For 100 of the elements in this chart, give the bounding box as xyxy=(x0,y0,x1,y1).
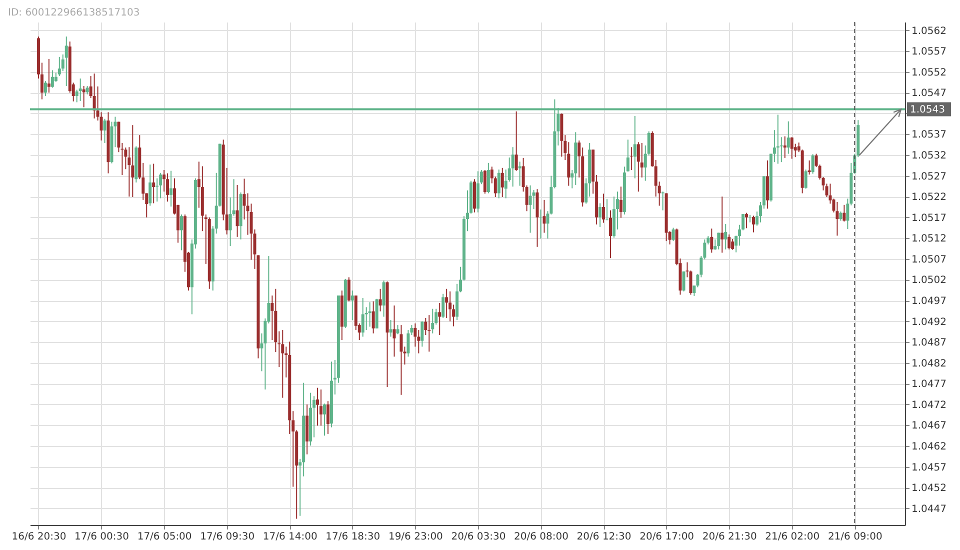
candlestick xyxy=(180,214,183,251)
y-tick-label: 1.0557 xyxy=(912,46,946,58)
x-tick-label: 20/6 17:00 xyxy=(640,532,694,542)
candlestick xyxy=(748,214,752,223)
y-tick-label: 1.0482 xyxy=(912,358,946,370)
candlestick xyxy=(672,227,675,242)
candlestick xyxy=(420,320,424,348)
candlestick xyxy=(396,324,400,335)
candlestick xyxy=(710,228,714,254)
candlestick xyxy=(350,290,354,321)
candlestick xyxy=(322,403,326,436)
candlestick xyxy=(842,204,846,222)
candlestick xyxy=(152,163,156,204)
candlestick xyxy=(839,211,842,222)
candlestick xyxy=(497,169,500,199)
y-tick-label: 1.0497 xyxy=(912,296,946,308)
candlestick xyxy=(361,298,364,338)
y-tick-label: 1.0467 xyxy=(912,420,946,432)
y-tick-label: 1.0517 xyxy=(912,212,946,224)
candlestick xyxy=(389,320,392,338)
candlestick xyxy=(486,162,490,194)
candlestick xyxy=(836,202,839,236)
candlestick xyxy=(528,184,532,234)
candlestick xyxy=(281,330,284,398)
candlestick xyxy=(636,142,640,192)
candlestick xyxy=(790,136,794,160)
candlestick xyxy=(745,212,748,229)
y-tick-label: 1.0527 xyxy=(912,171,946,182)
candlestick xyxy=(47,58,50,94)
candlestick xyxy=(103,118,106,144)
candlestick xyxy=(431,308,434,334)
candlestick xyxy=(804,169,808,190)
y-tick-label: 1.0522 xyxy=(912,192,946,204)
candlestick xyxy=(811,154,814,174)
y-tick-label: 1.0472 xyxy=(912,400,946,411)
candlestick xyxy=(786,120,790,154)
x-tick-label: 20/6 12:30 xyxy=(576,532,632,542)
x-tick-label: 20/6 21:30 xyxy=(702,532,757,542)
candlestick xyxy=(236,184,239,238)
candlestick xyxy=(606,198,609,221)
y-tick-label: 1.0562 xyxy=(912,26,946,37)
y-tick-label: 1.0532 xyxy=(912,150,946,162)
candlestick xyxy=(64,36,68,87)
candlestick xyxy=(372,300,375,334)
candlestick xyxy=(148,164,152,206)
y-tick-label: 1.0447 xyxy=(912,504,946,515)
candlestick xyxy=(378,288,382,312)
candlestick xyxy=(609,210,612,259)
candlestick xyxy=(82,86,86,108)
candlestick xyxy=(438,302,442,336)
candlestick xyxy=(78,78,82,102)
candlestick xyxy=(500,167,504,198)
ref-line-label: 1.0543 xyxy=(910,104,945,116)
candlestick xyxy=(783,136,786,158)
y-tick-label: 1.0492 xyxy=(912,316,946,328)
x-tick-label: 16/6 20:30 xyxy=(12,532,66,542)
candlestick xyxy=(392,305,396,358)
y-tick-label: 1.0487 xyxy=(912,338,946,349)
y-tick-label: 1.0452 xyxy=(912,483,946,494)
candlestick xyxy=(50,70,54,88)
candlestick xyxy=(539,208,542,240)
candlestick xyxy=(166,172,170,202)
x-tick-label: 17/6 00:30 xyxy=(74,532,129,542)
candlestick xyxy=(511,146,514,188)
candlestick xyxy=(724,224,728,250)
candlestick xyxy=(428,314,431,352)
x-tick-label: 17/6 18:30 xyxy=(326,532,380,542)
x-tick-label: 17/6 14:00 xyxy=(262,532,318,542)
candlestick xyxy=(598,202,602,228)
candlestick xyxy=(602,193,606,224)
y-tick-label: 1.0537 xyxy=(912,130,946,141)
candlestick xyxy=(518,161,522,186)
candlestick xyxy=(731,238,734,250)
candlestick xyxy=(542,199,546,234)
y-tick-label: 1.0552 xyxy=(912,67,946,78)
candlestick xyxy=(720,196,724,254)
y-tick-label: 1.0512 xyxy=(912,234,946,245)
x-tick-label: 17/6 09:30 xyxy=(200,532,255,542)
candlestick xyxy=(633,115,636,179)
candlestick xyxy=(752,215,756,233)
candlestick xyxy=(44,80,47,96)
candlestick xyxy=(514,110,518,172)
candlestick xyxy=(808,160,811,176)
candlestick xyxy=(483,169,486,194)
candlestick xyxy=(170,170,173,208)
x-tick-label: 21/6 09:00 xyxy=(828,532,882,542)
candlestick xyxy=(445,288,448,318)
candlestick xyxy=(316,387,320,426)
candlestick xyxy=(400,324,403,396)
y-tick-label: 1.0502 xyxy=(912,275,946,286)
candlestick xyxy=(347,276,350,302)
candlestick xyxy=(382,280,386,318)
candlestick xyxy=(717,232,720,250)
x-tick-label: 19/6 23:00 xyxy=(388,532,443,542)
y-tick-label: 1.0477 xyxy=(912,379,946,390)
candlestick xyxy=(619,186,622,218)
x-tick-label: 20/6 08:00 xyxy=(514,532,568,542)
candlestick xyxy=(368,302,372,328)
candlestick xyxy=(326,400,330,434)
text: ID: 600122966138517103 xyxy=(8,8,140,18)
